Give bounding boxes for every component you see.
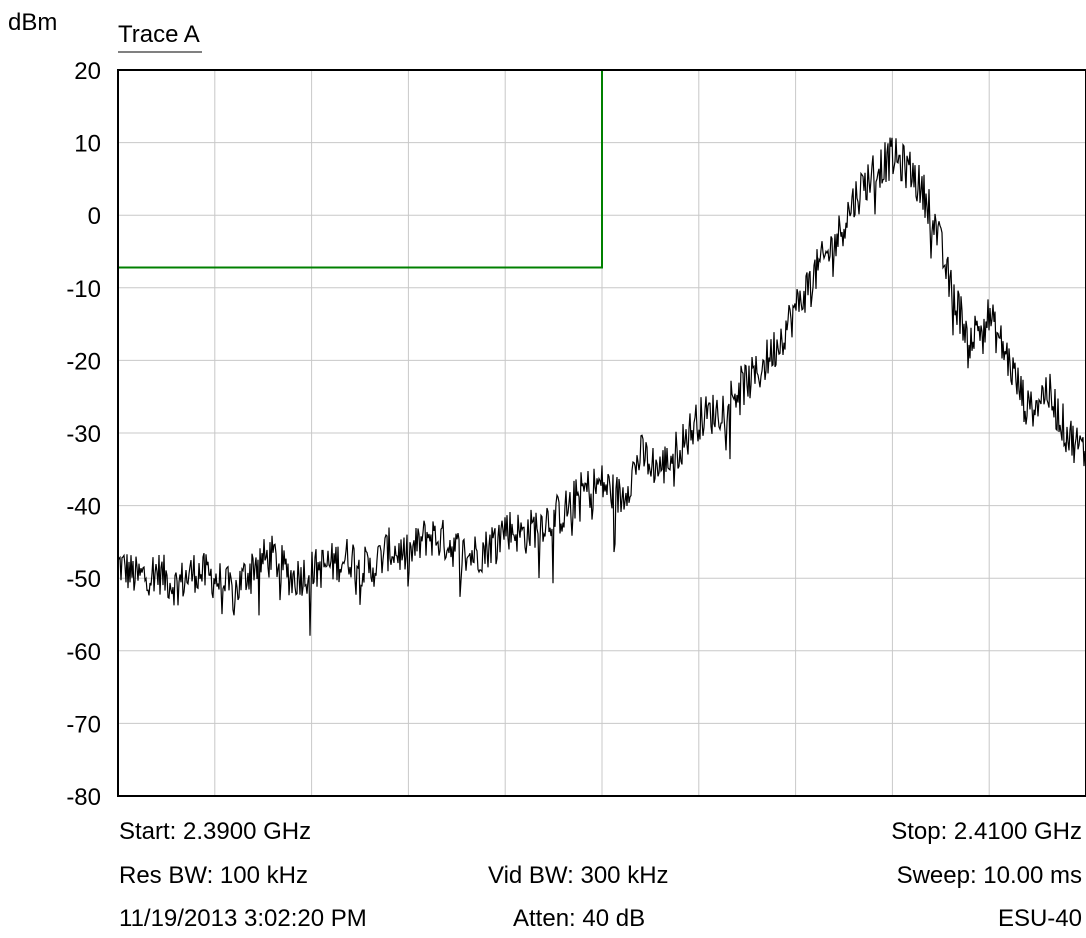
- y-tick-label: 10: [74, 131, 101, 158]
- y-tick-label: -70: [66, 711, 101, 738]
- y-tick-labels: 20 10 0 -10 -20 -30 -40 -50 -60 -70 -80: [66, 58, 101, 811]
- trace-label: Trace A: [118, 21, 200, 48]
- limit-line: [118, 70, 603, 269]
- y-tick-label: 0: [88, 203, 101, 230]
- stop-frequency: Stop: 2.4100 GHz: [891, 818, 1082, 845]
- y-tick-label: -20: [66, 348, 101, 375]
- attenuation: Atten: 40 dB: [513, 905, 646, 932]
- plot-frame: [117, 69, 1086, 797]
- sweep-time: Sweep: 10.00 ms: [896, 862, 1082, 889]
- instrument-model: ESU-40: [997, 905, 1082, 932]
- y-tick-label: 20: [74, 58, 101, 85]
- y-tick-label: -80: [66, 784, 101, 811]
- y-tick-label: -40: [66, 494, 101, 521]
- video-bandwidth: Vid BW: 300 kHz: [488, 862, 669, 889]
- trace-a-line: [117, 137, 1086, 636]
- y-tick-label: -30: [66, 421, 101, 448]
- timestamp: 11/19/2013 3:02:20 PM: [119, 905, 367, 932]
- limit-line-path: [118, 70, 603, 269]
- y-tick-label: -10: [66, 276, 101, 303]
- y-unit-label: dBm: [8, 9, 57, 36]
- traces: [117, 137, 1086, 636]
- y-tick-label: -60: [66, 639, 101, 666]
- start-frequency: Start: 2.3900 GHz: [119, 818, 312, 845]
- y-tick-label: -50: [66, 566, 101, 593]
- resolution-bandwidth: Res BW: 100 kHz: [119, 862, 308, 889]
